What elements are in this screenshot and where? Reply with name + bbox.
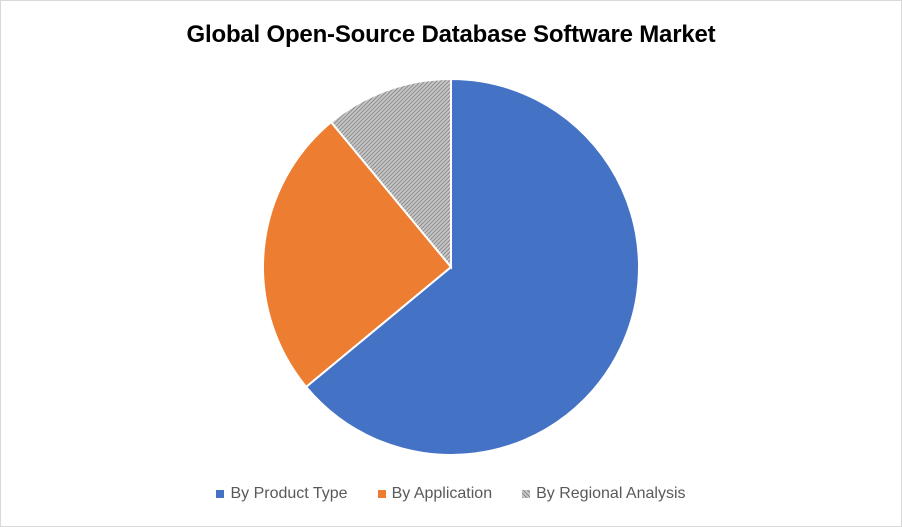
pie-slice-application[interactable] <box>262 120 453 389</box>
legend-label-application: By Application <box>391 485 493 502</box>
legend-swatch-product-type <box>216 490 225 498</box>
legend-item-regional-analysis[interactable]: By Regional Analysis <box>522 485 686 503</box>
legend-item-application[interactable]: By Application <box>377 485 493 503</box>
chart-legend: By Product Type By Application By Region… <box>1 485 901 503</box>
chart-title: Global Open-Source Database Software Mar… <box>186 21 716 48</box>
legend-swatch-application <box>377 490 386 498</box>
legend-label-regional-analysis: By Regional Analysis <box>536 485 686 502</box>
legend-swatch-regional-analysis <box>522 490 531 498</box>
pie-slices <box>262 77 640 456</box>
legend-item-product-type[interactable]: By Product Type <box>216 485 348 503</box>
pie-slice-product-type[interactable] <box>304 77 640 456</box>
pie-slice-regional-analysis[interactable] <box>329 77 452 270</box>
legend-label-product-type: By Product Type <box>230 485 348 502</box>
